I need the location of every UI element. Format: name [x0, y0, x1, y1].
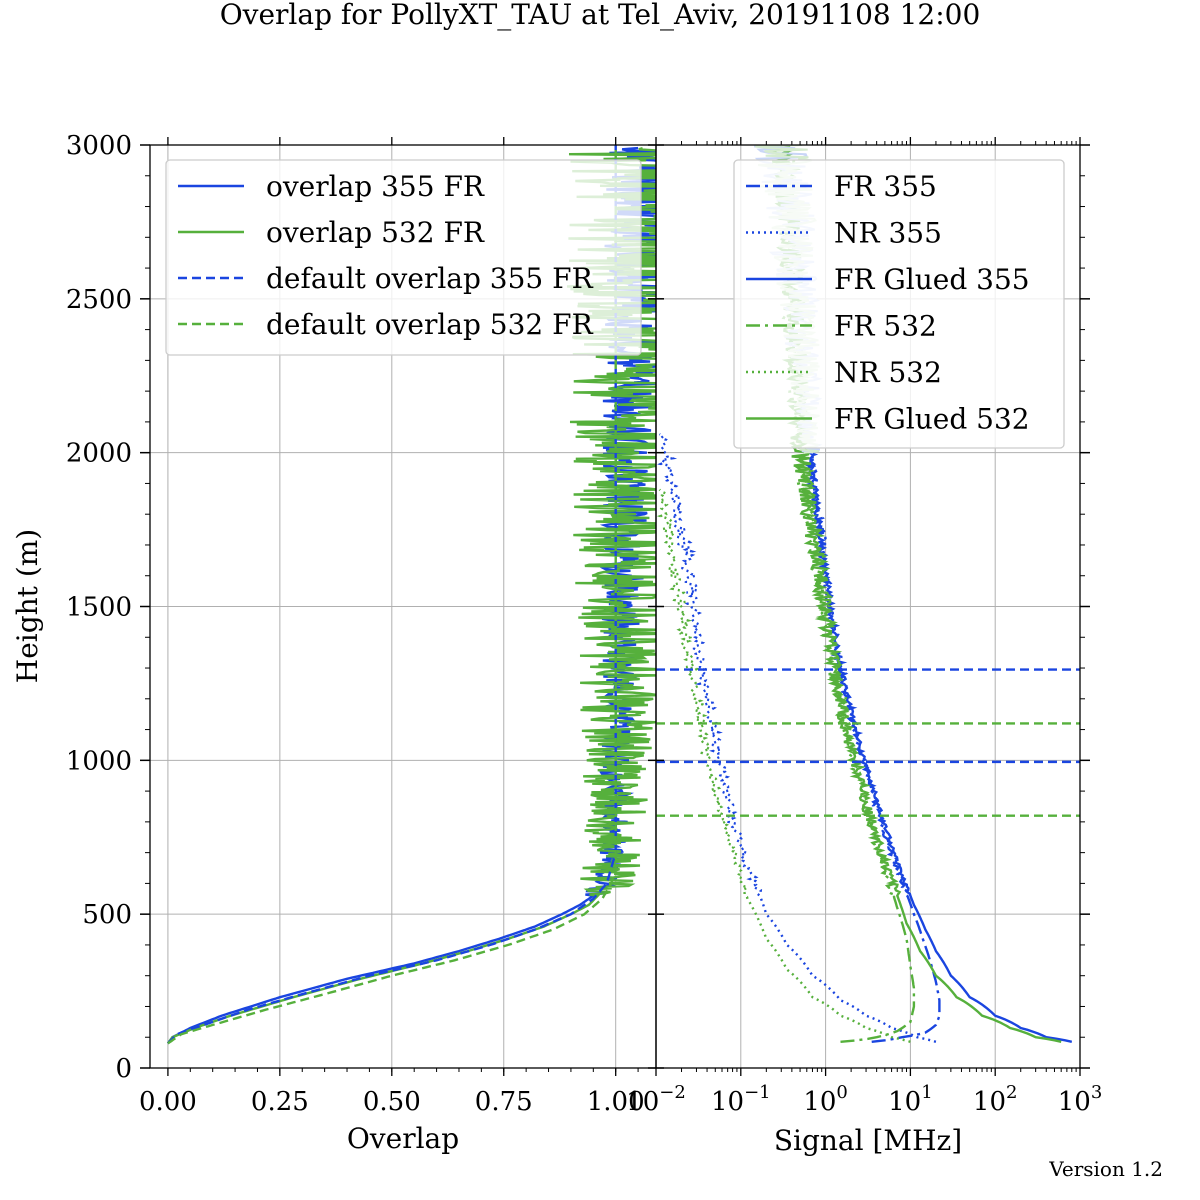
signal-x-tick-exponent: 0 [836, 1082, 847, 1103]
signal-x-tick-exponent: 2 [1006, 1082, 1017, 1103]
signal-x-tick-base: 10 [803, 1087, 836, 1117]
signal-x-tick-exponent: −2 [659, 1082, 686, 1103]
overlap-y-tick-label: 0 [115, 1054, 132, 1084]
signal-panel: 10−2 10−1 100 101 102 103 Signal [MHz] FR 355… [626, 137, 1102, 1157]
signal-axes-frame [655, 144, 1081, 1069]
overlap-y-tick-label: 3000 [66, 131, 132, 161]
signal-x-tick-label: 10−1 [711, 1082, 771, 1117]
overlap-ticks: 0.00 0.25 0.50 0.75 1.0005001000150020002500… [66, 131, 1085, 1117]
signal-legend-label: NR 355 [834, 217, 942, 250]
overlap-height-lines [656, 668, 1080, 817]
signal-x-tick-base: 10 [1058, 1087, 1091, 1117]
height-y-axis-label: Height (m) [11, 529, 44, 683]
overlap-legend-label: default overlap 532 FR [266, 308, 594, 341]
overlap-legend: overlap 355 FR overlap 532 FR default over… [165, 159, 642, 356]
signal-x-tick-base: 10 [626, 1087, 659, 1117]
overlap-legend-label: overlap 355 FR [266, 170, 485, 203]
overlap-x-tick-label: 0.25 [251, 1087, 309, 1117]
overlap-x-axis-label: Overlap [347, 1122, 459, 1155]
signal-series-line [656, 488, 911, 1043]
signal-series-line [657, 433, 937, 1043]
signal-legend-box [733, 159, 1065, 449]
overlap-series-line [166, 146, 656, 1045]
signal-series-line [805, 451, 1073, 1043]
signal-x-tick-label: 101 [888, 1082, 933, 1117]
signal-legend-label: NR 532 [834, 356, 942, 389]
overlap-panel: 0.00 0.25 0.50 0.75 1.0005001000150020002500… [11, 131, 1085, 1155]
signal-legend: FR 355 NR 355 FR Glued 355 FR 532 NR 532 FR G… [733, 159, 1065, 449]
signal-x-axis-label: Signal [MHz] [774, 1124, 962, 1157]
signal-x-tick-label: 100 [803, 1082, 848, 1117]
signal-legend-label: FR Glued 532 [834, 403, 1030, 436]
signal-x-tick-label: 102 [973, 1082, 1018, 1117]
version-label: Version 1.2 [1048, 1157, 1163, 1181]
signal-x-tick-base: 10 [711, 1087, 744, 1117]
signal-legend-label: FR 355 [834, 170, 937, 203]
signal-ticks: 10−2 10−1 100 101 102 103 [626, 137, 1102, 1117]
chart-title: Overlap for PollyXT_TAU at Tel_Aviv, 201… [220, 0, 981, 31]
signal-x-tick-label: 103 [1058, 1082, 1103, 1117]
signal-legend-label: FR 532 [834, 310, 937, 343]
overlap-y-tick-label: 2000 [66, 439, 132, 469]
overlap-y-tick-label: 2500 [66, 285, 132, 315]
overlap-x-tick-label: 1.00 [587, 1087, 645, 1117]
overlap-y-tick-label: 500 [82, 900, 132, 930]
overlap-x-tick-label: 0.00 [139, 1087, 197, 1117]
signal-x-tick-label: 10−2 [626, 1082, 686, 1117]
signal-x-tick-exponent: −1 [744, 1082, 771, 1103]
signal-legend-label: FR Glued 355 [834, 263, 1030, 296]
signal-x-tick-base: 10 [973, 1087, 1006, 1117]
overlap-legend-label: overlap 532 FR [266, 216, 485, 249]
signal-x-tick-exponent: 1 [921, 1082, 932, 1103]
signal-x-tick-exponent: 3 [1091, 1082, 1102, 1103]
overlap-x-tick-label: 0.50 [363, 1087, 421, 1117]
overlap-y-tick-label: 1500 [66, 593, 132, 623]
overlap-legend-label: default overlap 355 FR [266, 262, 594, 295]
overlap-x-tick-label: 0.75 [475, 1087, 533, 1117]
signal-x-tick-base: 10 [888, 1087, 921, 1117]
overlap-y-tick-label: 1000 [66, 746, 132, 776]
overlap-legend-box [165, 159, 642, 356]
signal-series-line [805, 451, 941, 1043]
overlap-series-line [167, 145, 617, 1045]
